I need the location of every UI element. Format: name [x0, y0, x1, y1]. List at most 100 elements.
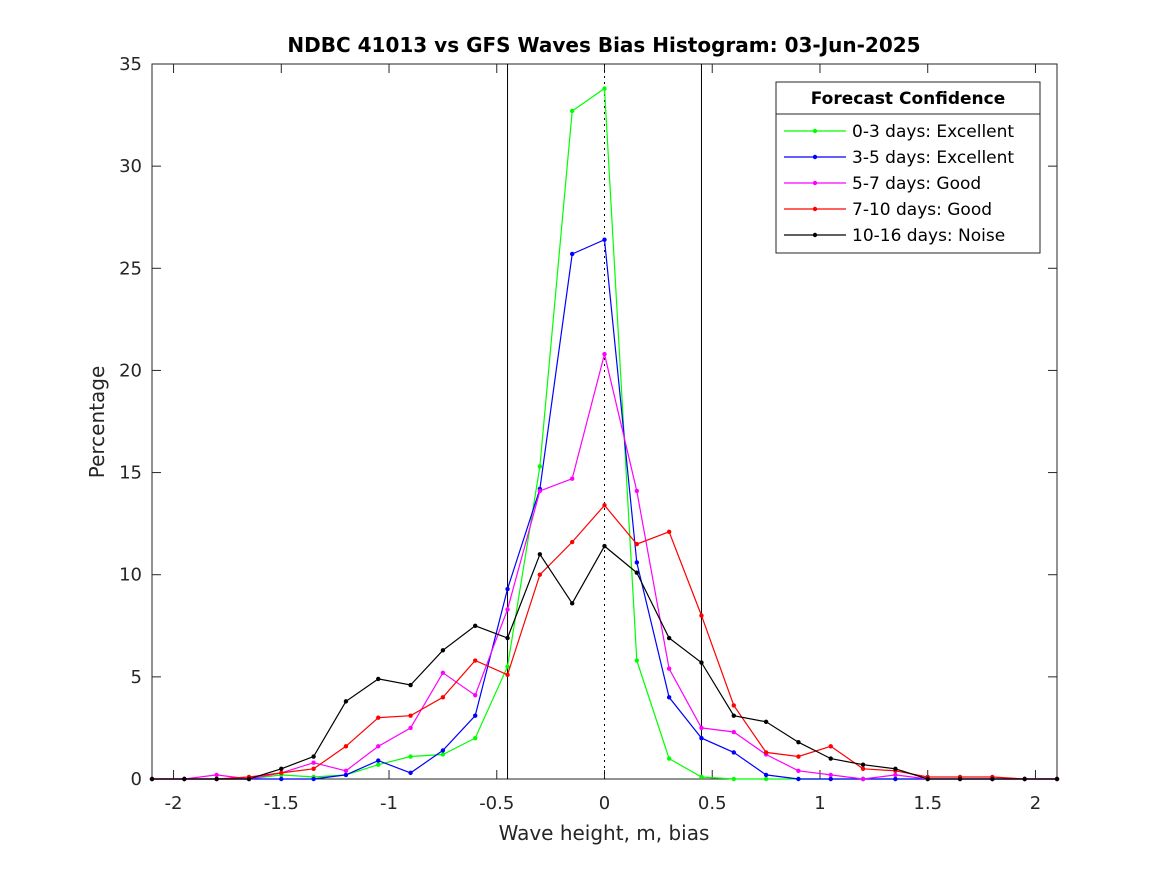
data-point — [731, 776, 736, 782]
data-point — [602, 351, 607, 357]
data-point — [893, 772, 898, 778]
legend-box — [775, 81, 1041, 254]
data-point — [408, 725, 413, 731]
x-tick-label: -1.5 — [264, 793, 299, 814]
data-point — [279, 776, 284, 782]
legend-marker-5 — [812, 232, 818, 238]
legend-marker-3 — [812, 180, 818, 186]
data-point — [569, 476, 575, 481]
legend-label-5: 10-16 days: Noise — [852, 226, 1005, 246]
data-point — [149, 776, 155, 782]
data-point — [440, 748, 446, 753]
data-point — [634, 488, 640, 494]
data-point — [343, 744, 349, 749]
data-point — [860, 776, 866, 782]
data-point — [473, 735, 478, 741]
data-point — [505, 672, 510, 678]
data-point — [473, 623, 478, 628]
data-point — [408, 754, 413, 759]
legend-marker-2 — [812, 154, 818, 160]
legend-label-1: 0-3 days: Excellent — [852, 122, 1014, 142]
data-point — [731, 750, 736, 755]
data-point — [763, 776, 769, 782]
data-point — [473, 658, 478, 663]
data-point — [569, 108, 575, 114]
data-point — [440, 695, 446, 700]
data-point — [537, 488, 543, 494]
data-point — [376, 758, 381, 763]
data-point — [376, 744, 381, 749]
data-point — [537, 464, 543, 469]
data-point — [408, 682, 413, 688]
x-tick-label: -0.5 — [479, 793, 514, 814]
y-tick-label: 30 — [119, 156, 142, 177]
data-point — [505, 664, 510, 669]
data-point — [343, 772, 349, 778]
legend: Forecast Confidence 0-3 days: Excellent 3… — [775, 81, 1041, 254]
y-tick-label: 15 — [119, 463, 142, 484]
data-point — [343, 768, 349, 774]
data-point — [311, 754, 316, 759]
data-point — [699, 774, 704, 780]
data-point — [311, 766, 316, 771]
legend-marker-4 — [812, 206, 818, 212]
data-point — [440, 752, 446, 757]
data-point — [569, 539, 575, 545]
data-point — [440, 670, 446, 675]
data-point — [505, 586, 510, 592]
data-point — [182, 776, 187, 782]
data-point — [634, 560, 640, 565]
data-point — [666, 756, 672, 761]
legend-label-4: 7-10 days: Good — [852, 200, 992, 220]
data-point — [1022, 776, 1027, 782]
data-point — [828, 772, 833, 778]
data-point — [699, 735, 704, 741]
y-axis-label: Percentage — [85, 366, 109, 479]
y-tick-label: 25 — [119, 258, 142, 279]
data-point — [796, 776, 801, 782]
data-point — [731, 729, 736, 735]
data-point — [311, 760, 316, 765]
data-point — [343, 699, 349, 704]
legend-title: Forecast Confidence — [811, 89, 1006, 109]
data-point — [602, 543, 607, 549]
y-tick-label: 5 — [131, 667, 142, 688]
data-point — [796, 754, 801, 759]
data-point — [602, 86, 607, 91]
data-point — [214, 776, 219, 782]
legend-label-3: 5-7 days: Good — [852, 174, 981, 194]
data-point — [311, 776, 316, 782]
data-point — [634, 570, 640, 575]
data-point — [602, 237, 607, 242]
data-point — [569, 601, 575, 606]
data-point — [666, 666, 672, 671]
data-point — [957, 776, 963, 782]
legend-label-2: 3-5 days: Excellent — [852, 148, 1014, 168]
x-tick-label: 0.5 — [698, 793, 727, 814]
data-point — [828, 756, 833, 761]
data-point — [828, 744, 833, 749]
data-point — [1054, 776, 1060, 782]
data-point — [505, 607, 510, 612]
data-point — [666, 695, 672, 700]
data-point — [763, 750, 769, 755]
data-point — [473, 693, 478, 698]
data-point — [731, 713, 736, 718]
data-point — [990, 776, 995, 782]
data-point — [408, 713, 413, 718]
data-point — [537, 572, 543, 577]
data-point — [279, 770, 284, 776]
data-point — [731, 703, 736, 708]
y-tick-label: 0 — [131, 769, 142, 790]
data-point — [860, 766, 866, 771]
data-point — [408, 770, 413, 776]
data-point — [505, 635, 510, 641]
data-point — [796, 740, 801, 745]
data-point — [666, 635, 672, 641]
x-tick-label: -2 — [165, 793, 183, 814]
data-point — [569, 251, 575, 257]
data-point — [763, 772, 769, 778]
data-point — [828, 776, 833, 782]
data-point — [925, 776, 930, 782]
